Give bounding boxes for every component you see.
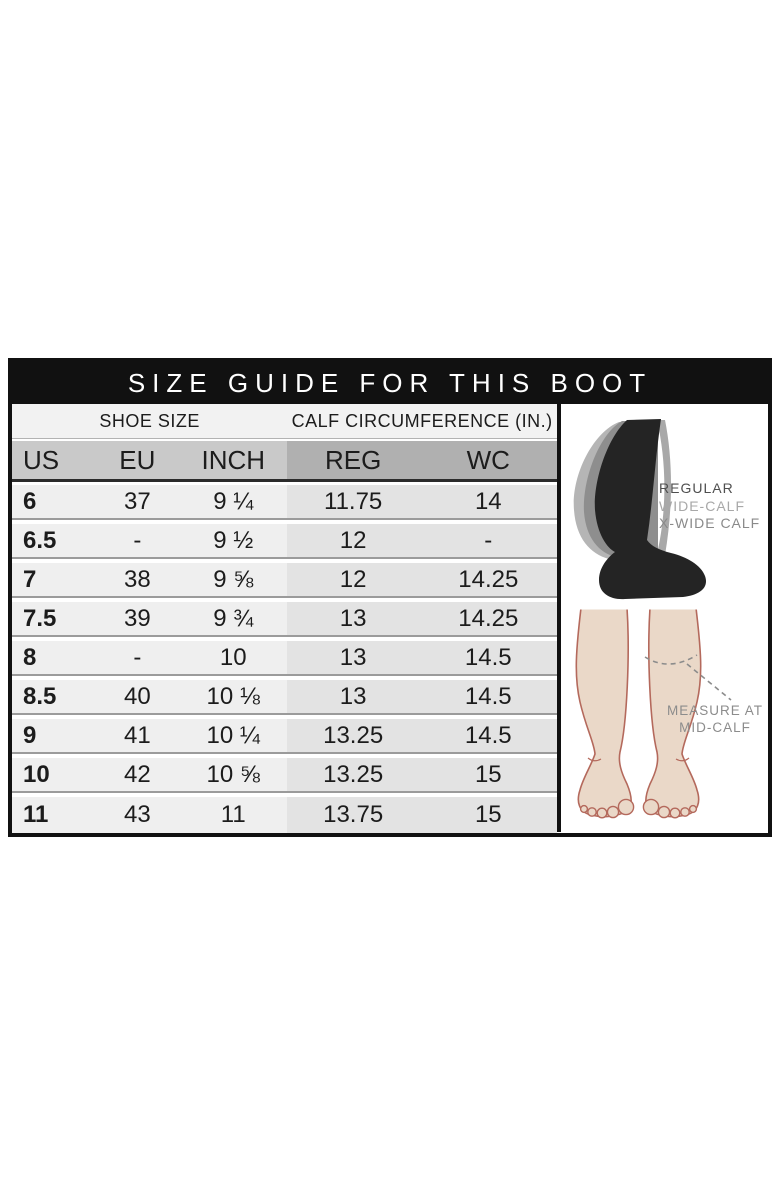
cell-wc-row-7: 15 (419, 758, 557, 791)
cell-reg-row-7: 13.25 (286, 758, 420, 791)
cell-inch-row-1: 9 ½ (179, 524, 287, 557)
left-foot-toes (579, 798, 635, 819)
column-header-inch: INCH (179, 441, 287, 479)
measure-note-line2: MID-CALF (679, 720, 751, 735)
cell-us-row-1: 6.5 (12, 524, 95, 557)
cell-reg-row-6: 13.25 (286, 719, 420, 752)
cell-inch-row-3: 9 ¾ (179, 602, 287, 635)
cell-wc-row-1: - (419, 524, 557, 557)
cell-wc-row-3: 14.25 (419, 602, 557, 635)
cell-eu-row-5: 40 (94, 680, 180, 713)
cell-inch-row-6: 10 ¼ (179, 719, 287, 752)
group-header-calf-circumference: CALF CIRCUMFERENCE (IN.) (291, 410, 553, 431)
cell-eu-row-1: - (94, 524, 180, 557)
table-row: 10 42 10 ⅝ 13.25 15 (12, 758, 557, 793)
right-leg (645, 609, 702, 818)
size-guide-box: SIZE GUIDE FOR THIS BOOT SHOE SIZE CALF … (8, 358, 772, 837)
size-table: SHOE SIZE CALF CIRCUMFERENCE (IN.) US EU… (12, 404, 557, 833)
cell-us-row-4: 8 (12, 641, 95, 674)
cell-eu-row-4: - (94, 641, 180, 674)
column-header-row: US EU INCH REG WC (12, 441, 557, 482)
table-row: 7 38 9 ⅝ 12 14.25 (12, 563, 557, 598)
label-regular: REGULAR (659, 480, 734, 496)
table-row: 7.5 39 9 ¾ 13 14.25 (12, 602, 557, 637)
cell-eu-row-8: 43 (94, 797, 180, 833)
table-row: 6 37 9 ¼ 11.75 14 (12, 485, 557, 520)
cell-us-row-0: 6 (12, 485, 95, 518)
size-guide-content: SHOE SIZE CALF CIRCUMFERENCE (IN.) US EU… (12, 404, 768, 833)
table-row: 8.5 40 10 ⅛ 13 14.5 (12, 680, 557, 715)
size-guide-title: SIZE GUIDE FOR THIS BOOT (12, 362, 768, 404)
cell-us-row-7: 10 (12, 758, 95, 791)
cell-reg-row-3: 13 (286, 602, 420, 635)
table-row: 9 41 10 ¼ 13.25 14.5 (12, 719, 557, 754)
cell-us-row-2: 7 (12, 563, 95, 596)
measure-note: MEASURE AT MID-CALF (659, 702, 768, 736)
column-group-header-row: SHOE SIZE CALF CIRCUMFERENCE (IN.) (12, 404, 557, 439)
column-header-wc: WC (419, 441, 557, 479)
cell-wc-row-2: 14.25 (419, 563, 557, 596)
cell-reg-row-5: 13 (286, 680, 420, 713)
cell-wc-row-8: 15 (419, 797, 557, 833)
label-wide-calf: WIDE-CALF (659, 497, 745, 514)
table-body: 6 37 9 ¼ 11.75 14 6.5-9 ½ 12-7 38 9 ⅝ 12 14.25 7.5 3… (12, 485, 557, 833)
cell-eu-row-2: 38 (94, 563, 180, 596)
cell-reg-row-0: 11.75 (286, 485, 420, 518)
cell-wc-row-0: 14 (419, 485, 557, 518)
measure-note-line1: MEASURE AT (666, 703, 764, 718)
table-row: 11 43 11 13.75 15 (12, 797, 557, 833)
cell-us-row-5: 8.5 (12, 680, 95, 713)
table-row: 6.5-9 ½ 12- (12, 524, 557, 559)
cell-inch-row-8: 11 (179, 797, 287, 833)
left-leg (575, 609, 632, 818)
cell-us-row-6: 9 (12, 719, 95, 752)
left-ankle-crease (587, 757, 602, 762)
boot-width-labels: REGULAR WIDE-CALF X-WIDE CALF (659, 480, 760, 533)
cell-eu-row-6: 41 (94, 719, 180, 752)
measure-pointer-line (686, 663, 732, 701)
group-header-shoe-size: SHOE SIZE (99, 410, 200, 431)
cell-inch-row-7: 10 ⅝ (179, 758, 287, 791)
column-header-reg: REG (286, 441, 420, 479)
cell-reg-row-8: 13.75 (286, 797, 420, 833)
cell-reg-row-1: 12 (286, 524, 420, 557)
label-x-wide-calf: X-WIDE CALF (659, 515, 761, 531)
cell-us-row-8: 11 (12, 797, 95, 833)
cell-us-row-3: 7.5 (12, 602, 95, 635)
boot-and-legs-illustration (573, 419, 732, 819)
column-header-eu: EU (94, 441, 180, 479)
right-ankle-crease (675, 757, 690, 762)
boot-silhouette (594, 419, 707, 600)
x-wide-calf-outline-right (656, 420, 671, 558)
cell-inch-row-4: 10 (179, 641, 287, 674)
cell-inch-row-0: 9 ¼ (179, 485, 287, 518)
legs-illustration (575, 609, 702, 819)
cell-inch-row-5: 10 ⅛ (179, 680, 287, 713)
cell-wc-row-5: 14.5 (419, 680, 557, 713)
cell-inch-row-2: 9 ⅝ (179, 563, 287, 596)
cell-wc-row-4: 14.5 (419, 641, 557, 674)
measure-arc (644, 654, 698, 665)
cell-eu-row-3: 39 (94, 602, 180, 635)
table-row: 8-10 13 14.5 (12, 641, 557, 676)
illustration-panel: REGULAR WIDE-CALF X-WIDE CALF MEASURE AT… (557, 404, 768, 832)
cell-eu-row-0: 37 (94, 485, 180, 518)
cell-wc-row-6: 14.5 (419, 719, 557, 752)
cell-reg-row-2: 12 (286, 563, 420, 596)
column-header-us: US (12, 441, 95, 479)
cell-eu-row-7: 42 (94, 758, 180, 791)
right-foot-toes (642, 798, 698, 819)
cell-reg-row-4: 13 (286, 641, 420, 674)
